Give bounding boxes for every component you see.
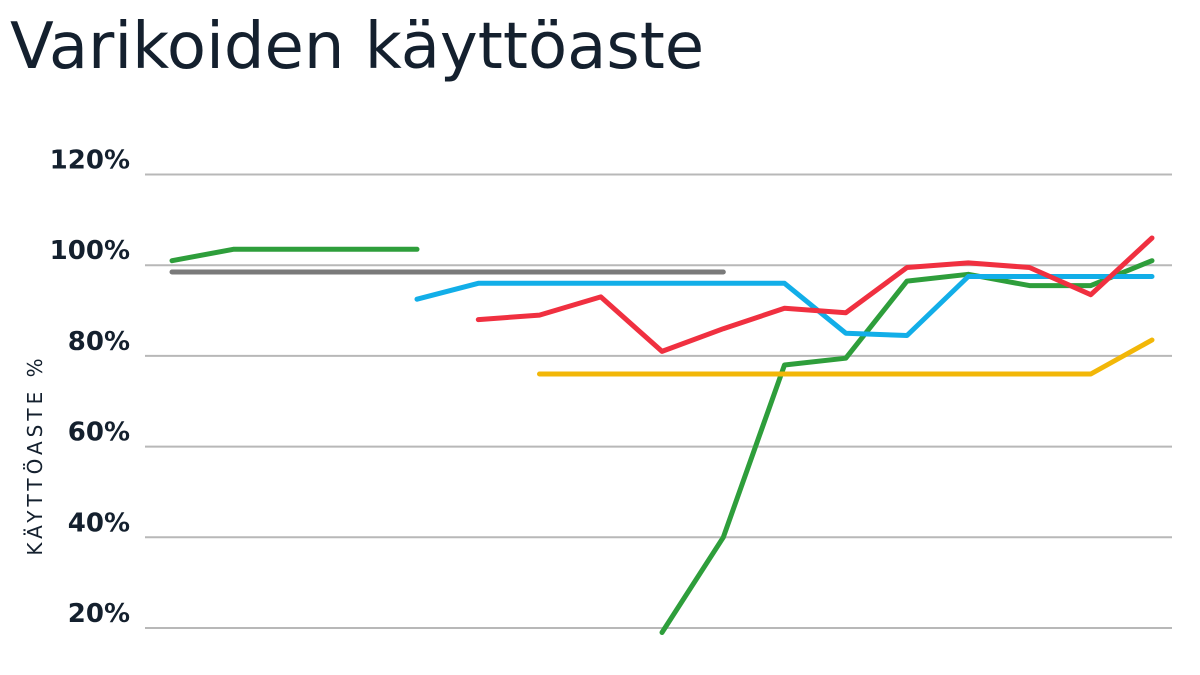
chart-title: Varikoiden käyttöaste	[10, 10, 705, 84]
y-tick-label: 100%	[50, 236, 130, 266]
series-line-3-segment-1	[414, 274, 1155, 338]
y-axis-title: KÄYTTÖASTE %	[23, 354, 47, 555]
y-tick-label: 60%	[68, 418, 130, 448]
y-tick-label: 20%	[68, 599, 130, 629]
series-lines	[169, 235, 1155, 635]
y-tick-label: 80%	[68, 327, 130, 357]
y-tick-label: 120%	[50, 146, 130, 176]
gridlines	[145, 173, 1172, 629]
y-tick-label: 40%	[68, 508, 130, 538]
series-line-5-segment-1	[537, 337, 1155, 377]
series-line-4-segment-1	[475, 235, 1155, 354]
y-tick-labels: 20% 40% 60% 80% 100% 120%	[50, 146, 130, 630]
series-line-1-segment-1	[169, 246, 420, 264]
